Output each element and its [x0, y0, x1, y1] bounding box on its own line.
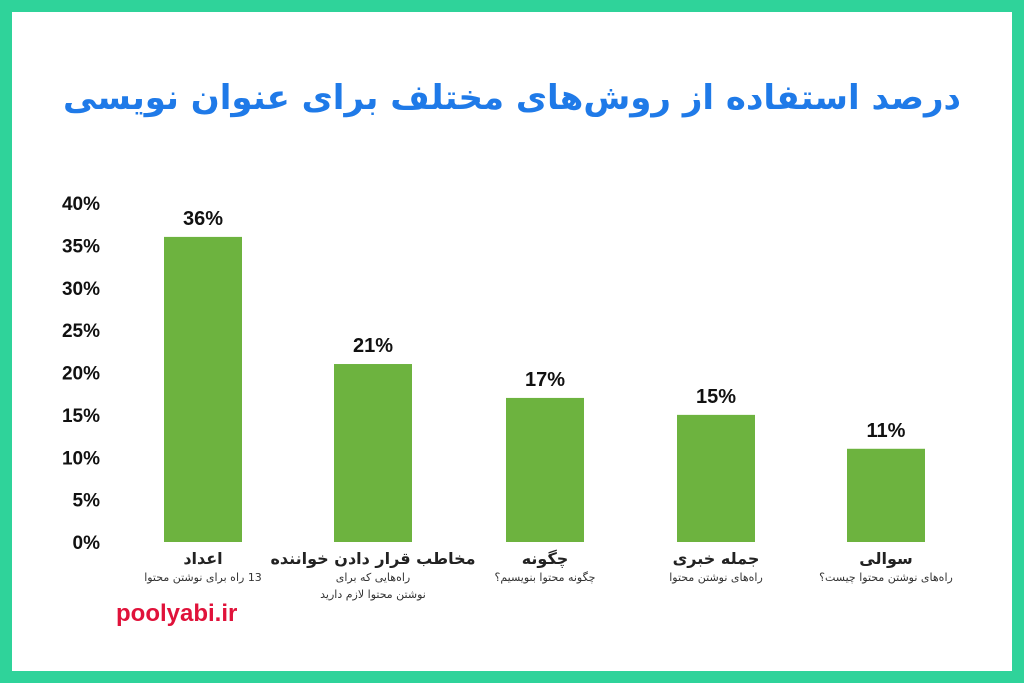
category-label: مخاطب قرار دادن خواننده: [270, 549, 475, 568]
bar-value-label: 36%: [183, 208, 223, 230]
y-tick-label: 35%: [62, 236, 100, 257]
y-tick-label: 40%: [62, 194, 100, 215]
category-sublabel: 13 راه برای نوشتن محتوا: [144, 571, 262, 584]
chart-title: درصد استفاده از روش‌های مختلف برای عنوان…: [63, 78, 961, 118]
category-label: سوالی: [859, 549, 912, 568]
bar: [164, 236, 242, 542]
bar: [847, 448, 925, 542]
y-tick-label: 10%: [62, 448, 100, 469]
y-tick-label: 30%: [62, 279, 100, 300]
y-tick-label: 15%: [62, 406, 100, 427]
bar-value-label: 11%: [867, 420, 906, 442]
category-sublabel: نوشتن محتوا لازم دارید: [320, 588, 426, 601]
y-tick-label: 20%: [62, 364, 100, 385]
bar-value-label: 21%: [353, 335, 393, 357]
y-tick-label: 0%: [73, 533, 101, 554]
y-tick-label: 5%: [73, 491, 101, 512]
bar: [677, 414, 755, 542]
watermark: poolyabi.ir: [116, 600, 238, 627]
category-label: جمله خبری: [673, 549, 760, 568]
category-sublabel: راه‌هایی که برای: [336, 571, 410, 584]
y-tick-label: 25%: [62, 321, 100, 342]
category-sublabel: راه‌های نوشتن محتوا چیست؟: [819, 571, 953, 584]
category-label: اعداد: [183, 549, 222, 568]
bar-value-label: 15%: [696, 386, 736, 408]
category-sublabel: راه‌های نوشتن محتوا: [669, 571, 763, 584]
bar: [506, 397, 584, 542]
category-sublabel: چگونه محتوا بنویسیم؟: [495, 571, 596, 584]
bar-value-label: 17%: [525, 369, 565, 391]
bar: [334, 364, 412, 542]
category-label: چگونه: [522, 549, 569, 569]
